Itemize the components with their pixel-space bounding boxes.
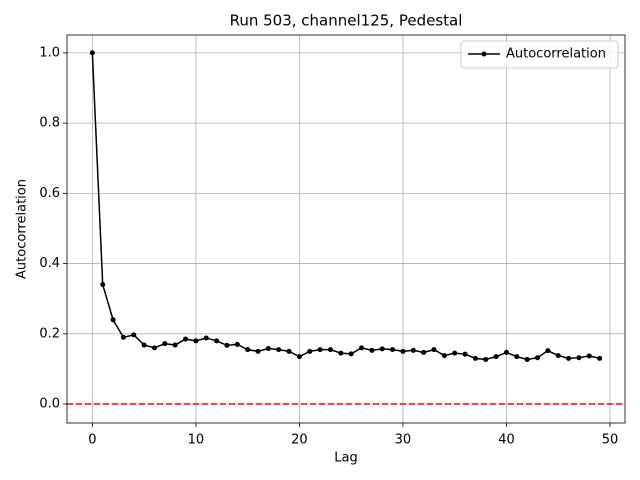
data-point [379,346,385,352]
data-point [493,354,499,360]
x-tick-label: 20 [291,433,308,448]
data-point [400,348,406,354]
data-point [576,355,582,361]
data-point [286,348,292,354]
data-point [441,353,447,359]
data-point [131,332,137,338]
data-point [410,347,416,353]
data-point [586,353,592,359]
data-point [162,341,168,347]
data-point [431,347,437,353]
data-point [369,347,375,353]
x-tick-label: 10 [188,433,205,448]
y-tick-label: 0.6 [39,186,60,201]
x-tick-label: 0 [88,433,96,448]
data-point [265,346,271,352]
data-point [555,353,561,359]
data-point [151,345,157,351]
chart-title: Run 503, channel125, Pedestal [230,12,463,30]
data-point [452,350,458,356]
x-tick-label: 50 [602,433,619,448]
legend-box [460,40,619,69]
data-point [483,356,489,362]
data-point [276,347,282,353]
data-point [172,342,178,348]
legend: Autocorrelation [460,40,619,69]
data-point [203,335,209,341]
data-point [224,342,230,348]
data-point [545,348,551,354]
plot-frame [66,34,626,424]
x-tick-label: 30 [395,433,412,448]
legend-marker [481,51,487,57]
data-point [307,348,313,354]
data-point [120,334,126,340]
data-point [193,338,199,344]
data-point [317,347,323,353]
y-tick-label: 0.2 [39,326,60,341]
data-point [141,342,147,348]
data-point [255,348,261,354]
data-point [390,347,396,353]
data-point [296,354,302,360]
data-point [183,336,189,342]
data-point [245,347,251,353]
x-axis-label: Lag [334,451,357,466]
data-point [503,349,509,355]
x-tick-label: 40 [498,433,515,448]
data-point [110,317,116,323]
legend-label: Autocorrelation [506,47,606,62]
data-point [359,345,365,351]
y-tick-label: 0.8 [39,116,60,131]
data-point [597,355,603,361]
data-point [514,354,520,360]
data-point [338,350,344,356]
data-point [214,338,220,344]
data-point [327,347,333,353]
data-point [421,349,427,355]
data-point [566,355,572,361]
data-point [100,282,106,288]
y-axis-label: Autocorrelation [15,179,30,279]
data-point [535,355,541,361]
y-tick-label: 0.4 [39,256,60,271]
data-point [472,355,478,361]
data-point [462,351,468,357]
y-tick-label: 1.0 [39,45,60,60]
data-point [89,50,95,56]
data-point [348,351,354,357]
y-tick-label: 0.0 [39,397,60,412]
data-point [234,341,240,347]
data-point [524,356,530,362]
